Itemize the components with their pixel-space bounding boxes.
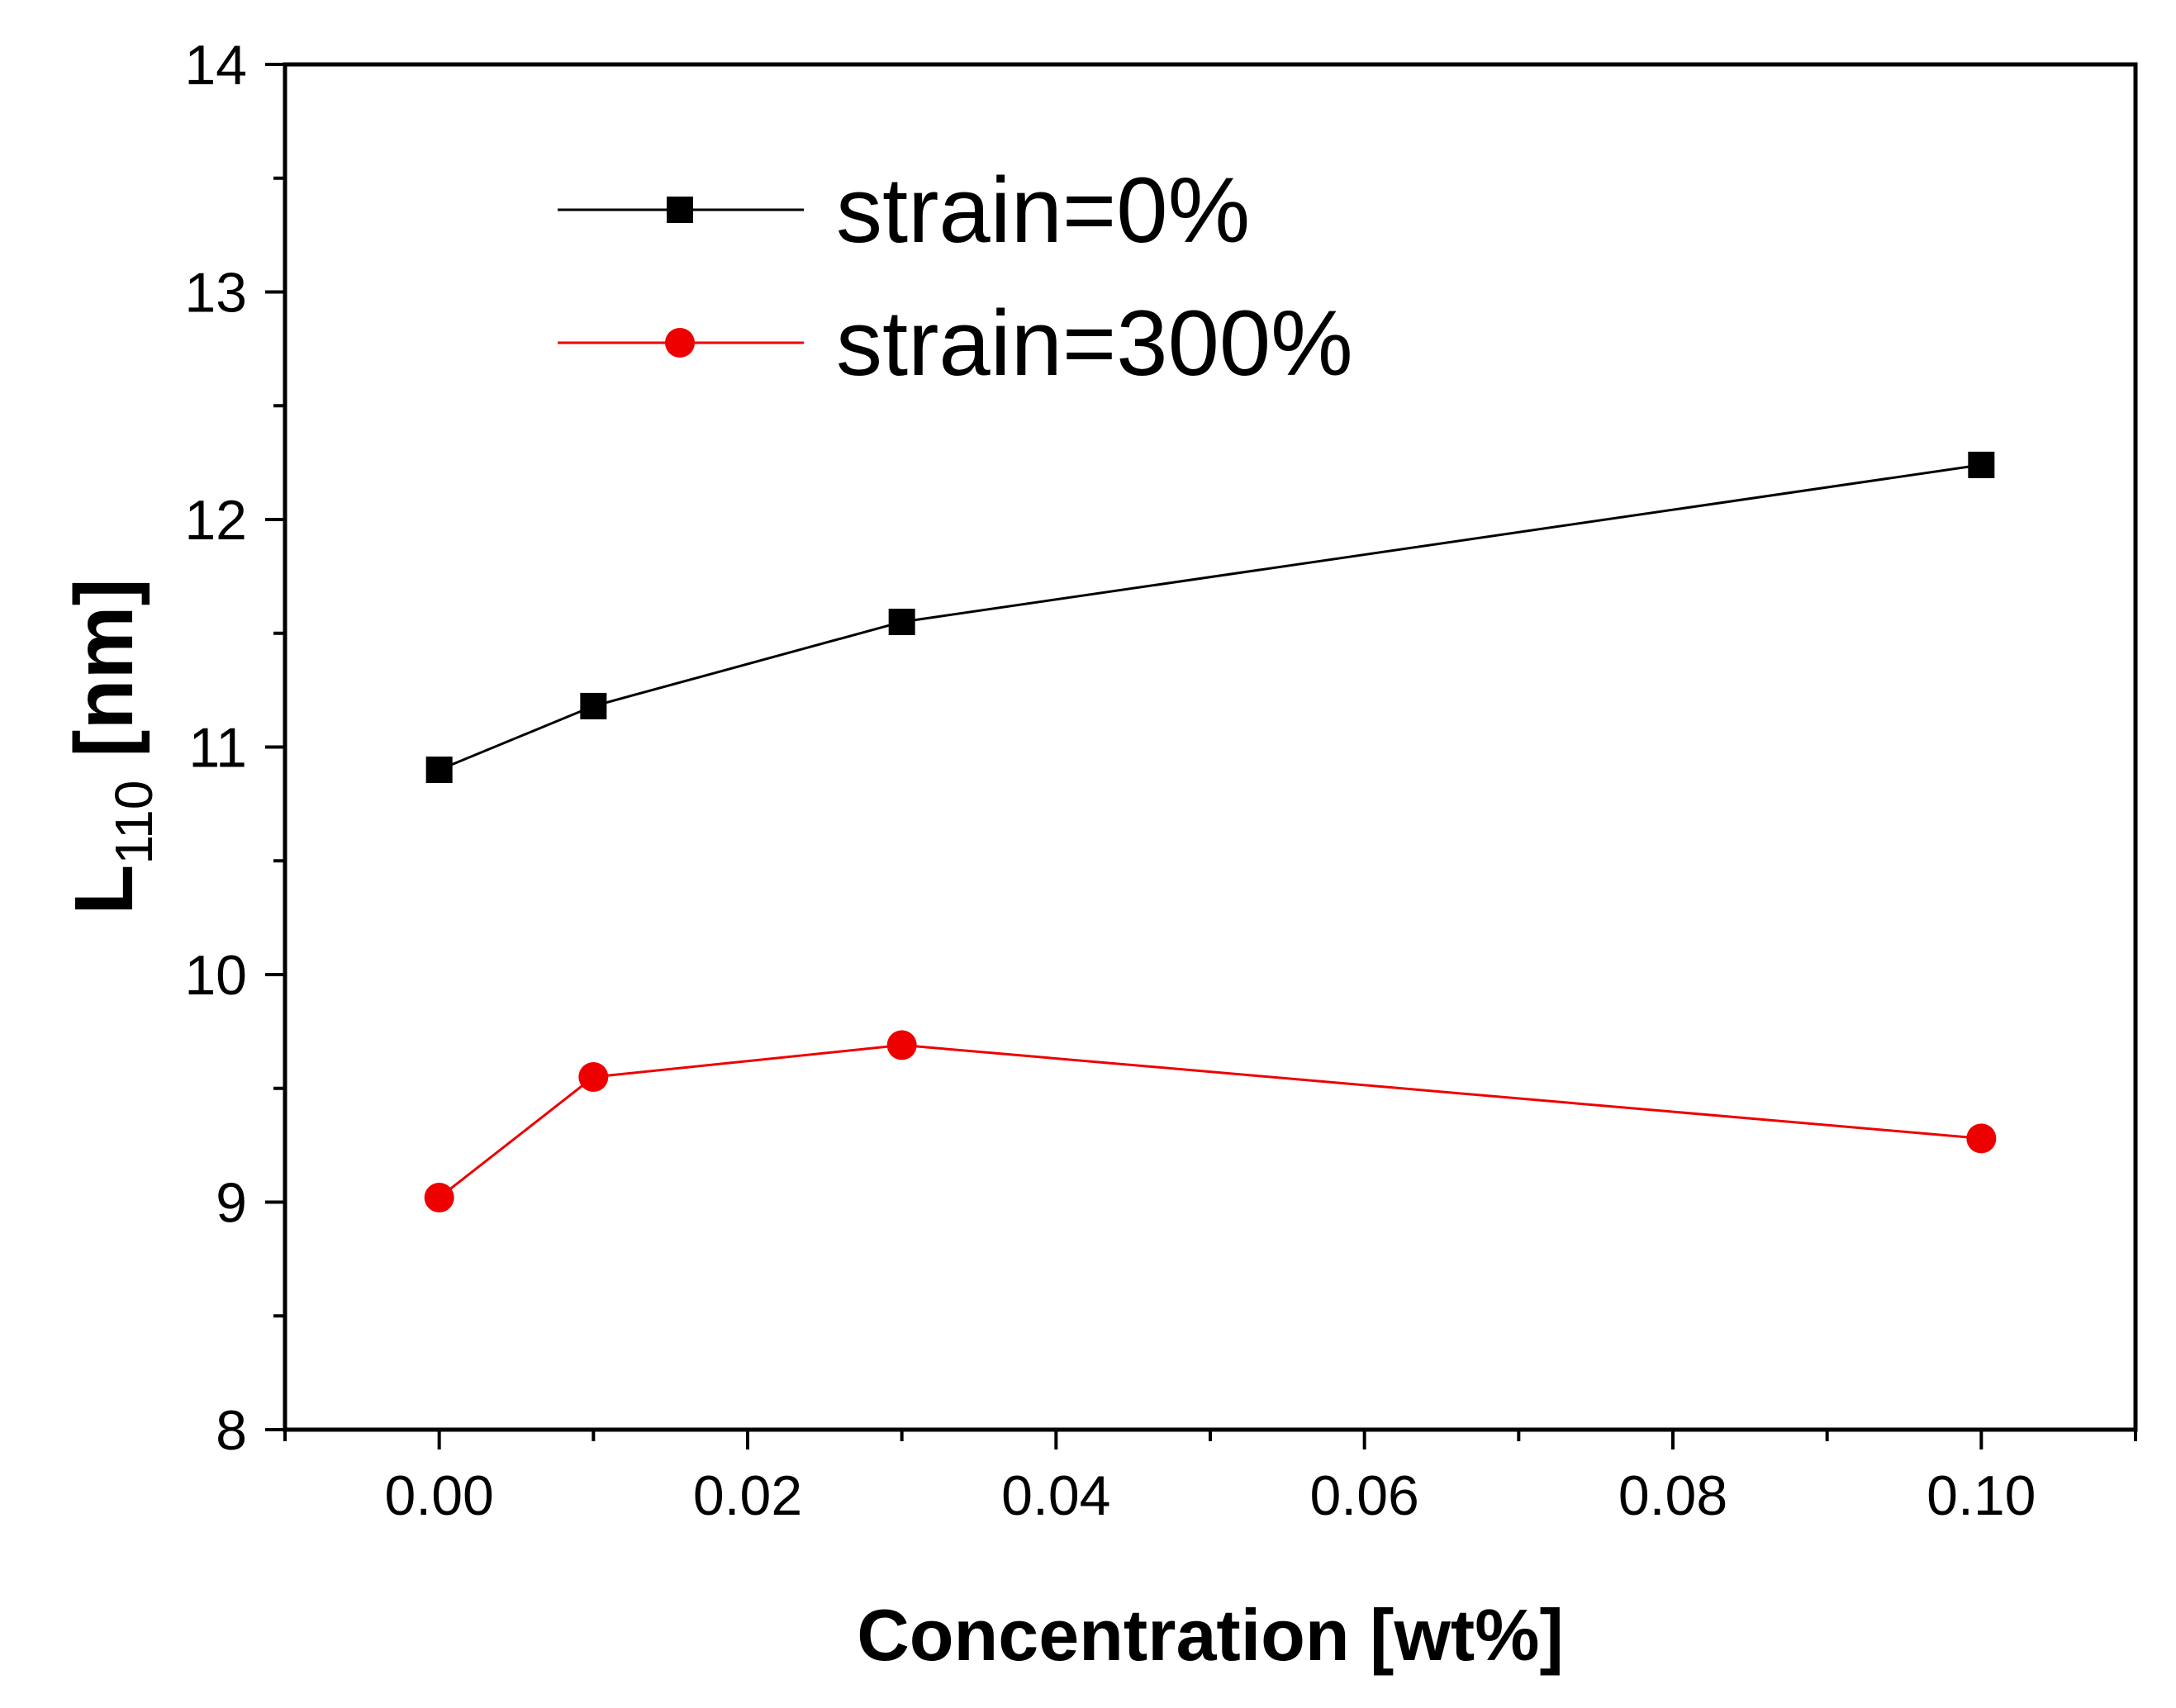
x-tick-label: 0.04 <box>1001 1464 1110 1527</box>
plot-frame <box>283 62 2138 1432</box>
legend-marker-series-0 <box>667 197 693 223</box>
x-tick-label: 0.06 <box>1309 1464 1418 1527</box>
x-axis-title: Concentration [wt%] <box>857 1594 1564 1676</box>
data-point-series-0 <box>1968 451 1995 478</box>
data-point-series-1 <box>424 1182 454 1212</box>
data-point-series-1 <box>886 1030 917 1060</box>
series-layer <box>424 451 1997 1212</box>
data-point-series-0 <box>580 692 607 719</box>
data-point-series-1 <box>1966 1123 1997 1154</box>
y-tick-label: 14 <box>184 34 247 97</box>
data-point-series-1 <box>578 1061 609 1092</box>
y-axis-title: L110 [nm] <box>58 578 164 915</box>
y-axis-title-subscript: 110 <box>104 780 164 865</box>
x-tick-label: 0.10 <box>1927 1464 2036 1527</box>
y-tick-label: 13 <box>184 262 247 325</box>
x-tick-label: 0.02 <box>693 1464 802 1527</box>
series-line-1 <box>438 1043 1982 1199</box>
y-tick-label: 8 <box>216 1399 247 1462</box>
y-axis-title-suffix: [nm] <box>58 578 150 780</box>
legend-label-series-1: strain=300% <box>836 292 1353 395</box>
y-tick-label: 11 <box>188 717 247 780</box>
legend-label-series-0: strain=0% <box>836 159 1250 262</box>
legend-marker-series-1 <box>665 328 695 358</box>
x-axis-ticks: 0.00 0.02 0.04 0.06 0.08 0.10 <box>283 1430 2137 1527</box>
series-line-0 <box>439 463 1982 771</box>
legend: strain=0% strain=300% <box>558 159 1353 395</box>
x-tick-label: 0.08 <box>1618 1464 1727 1527</box>
y-axis-title-base: L <box>58 865 150 915</box>
y-tick-label: 10 <box>184 944 247 1007</box>
y-tick-label: 9 <box>216 1172 247 1235</box>
y-tick-label: 12 <box>184 489 247 552</box>
data-point-series-0 <box>888 608 915 635</box>
data-point-series-0 <box>425 757 453 784</box>
x-tick-label: 0.00 <box>384 1464 493 1527</box>
y-axis-ticks: 8 9 10 11 12 13 14 <box>184 34 285 1462</box>
